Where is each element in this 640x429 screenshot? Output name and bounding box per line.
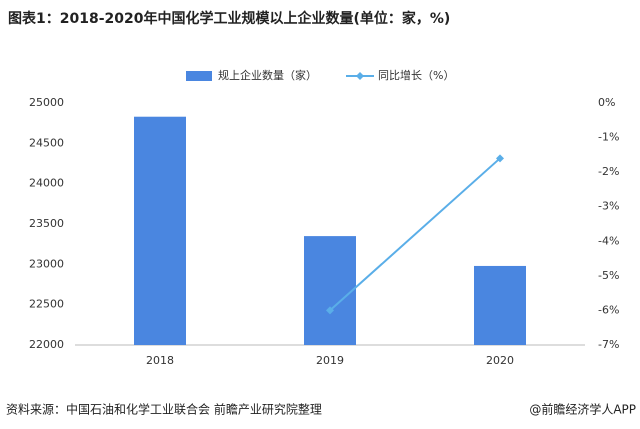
y2-tick-label: -1% bbox=[598, 131, 619, 144]
y2-tick-label: -4% bbox=[598, 234, 619, 247]
y-tick-label: 24500 bbox=[29, 136, 64, 149]
bar bbox=[134, 116, 186, 345]
y-tick-label: 24000 bbox=[29, 177, 64, 190]
y2-tick-label: -7% bbox=[598, 338, 619, 351]
y2-tick-label: 0% bbox=[598, 96, 615, 109]
source: 资料来源：中国石油和化学工业联合会 前瞻产业研究院整理 bbox=[6, 402, 322, 417]
y-tick-label: 23000 bbox=[29, 257, 64, 270]
y2-tick-label: -3% bbox=[598, 200, 619, 213]
legend-swatch bbox=[356, 72, 364, 80]
y-tick-label: 23500 bbox=[29, 217, 64, 230]
credit: @前瞻经济学人APP bbox=[529, 402, 636, 417]
y2-tick-label: -6% bbox=[598, 303, 619, 316]
x-tick-label: 2018 bbox=[146, 354, 174, 367]
bar bbox=[474, 265, 526, 345]
legend-label: 同比增长（%） bbox=[378, 68, 454, 82]
y2-tick-label: -5% bbox=[598, 269, 619, 282]
line-marker bbox=[496, 154, 504, 163]
bar bbox=[304, 236, 356, 345]
chart-title: 图表1：2018-2020年中国化学工业规模以上企业数量(单位：家，%) bbox=[8, 10, 450, 27]
line bbox=[329, 157, 501, 312]
line-marker bbox=[326, 306, 334, 315]
y2-tick-label: -2% bbox=[598, 165, 619, 178]
x-tick-label: 2020 bbox=[486, 354, 514, 367]
legend-swatch bbox=[186, 71, 212, 81]
y-tick-label: 22500 bbox=[29, 298, 64, 311]
y-tick-label: 25000 bbox=[29, 96, 64, 109]
y-tick-label: 22000 bbox=[29, 338, 64, 351]
x-tick-label: 2019 bbox=[316, 354, 344, 367]
legend-label: 规上企业数量（家） bbox=[218, 68, 317, 82]
